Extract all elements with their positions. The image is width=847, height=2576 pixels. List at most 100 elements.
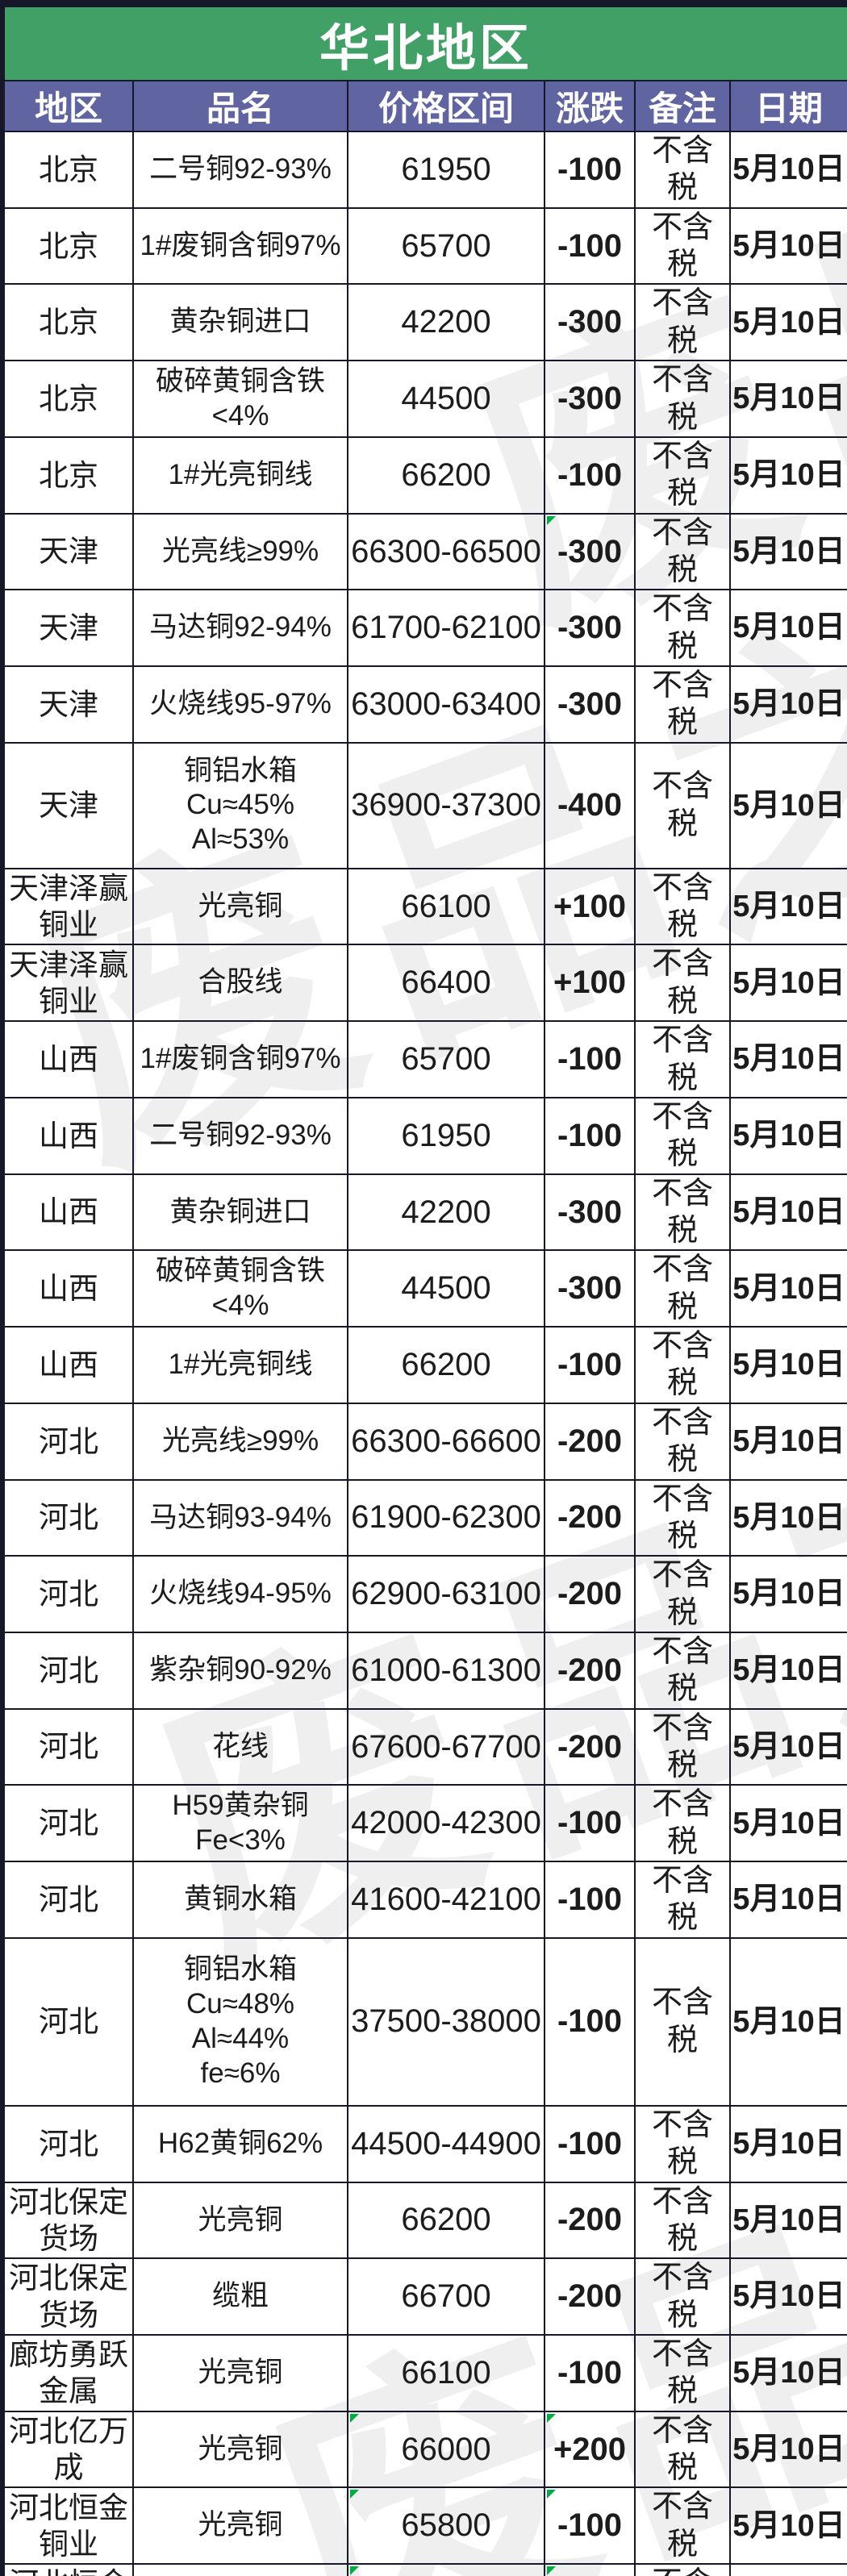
cell-change: -300 bbox=[544, 1173, 636, 1252]
cell-note: 不含税 bbox=[634, 2257, 731, 2336]
cell-product: 二号铜92-93% bbox=[132, 1096, 348, 1175]
table-row: 天津 火烧线95-97% 63000-63400 -300 不含税 5月10日 bbox=[3, 665, 847, 744]
cell-note: 不含税 bbox=[634, 436, 731, 515]
cell-change: -100 bbox=[544, 1936, 636, 2107]
cell-note: 不含税 bbox=[634, 2181, 731, 2260]
cell-region: 河北 bbox=[3, 2104, 134, 2183]
cell-product: 光亮铜 bbox=[132, 2333, 348, 2412]
cell-note: 不含税 bbox=[634, 2104, 731, 2183]
cell-date: 5月10日 bbox=[728, 2563, 847, 2576]
table-row: 天津 马达铜92-94% 61700-62100 -300 不含税 5月10日 bbox=[3, 589, 847, 668]
table-row: 河北 火烧线94-95% 62900-63100 -200 不含税 5月10日 bbox=[3, 1555, 847, 1633]
table-row: 山西 二号铜92-93% 61950 -100 不含税 5月10日 bbox=[3, 1096, 847, 1175]
column-header-change: 涨跌 bbox=[544, 80, 636, 132]
cell-date: 5月10日 bbox=[728, 2104, 847, 2183]
cell-date: 5月10日 bbox=[728, 2486, 847, 2566]
cell-change: +100 bbox=[544, 944, 636, 1023]
cell-date: 5月10日 bbox=[728, 2410, 847, 2489]
cell-region: 北京 bbox=[3, 360, 134, 438]
cell-region: 河北 bbox=[3, 1555, 134, 1633]
table-row: 河北保定 货场 光亮铜 66200 -200 不含税 5月10日 bbox=[3, 2181, 847, 2260]
cell-region: 天津泽赢 铜业 bbox=[3, 944, 134, 1023]
table-row: 河北 黄铜水箱 41600-42100 -100 不含税 5月10日 bbox=[3, 1861, 847, 1939]
cell-price: 66700 bbox=[347, 2257, 545, 2336]
cell-product: 破碎黄铜含铁 <4% bbox=[132, 1249, 348, 1328]
cell-note: 不含税 bbox=[634, 1249, 731, 1328]
cell-product: 光亮线≥99% bbox=[132, 1402, 348, 1481]
cell-date: 5月10日 bbox=[728, 2257, 847, 2336]
cell-price: 61900-62300 bbox=[347, 1478, 545, 1557]
cell-note: 不含税 bbox=[634, 131, 731, 209]
cell-region: 天津 bbox=[3, 589, 134, 668]
cell-change: -100 bbox=[544, 206, 636, 286]
cell-price: 65700 bbox=[347, 206, 545, 286]
cell-date: 5月10日 bbox=[728, 360, 847, 438]
cell-change: -100 bbox=[544, 2104, 636, 2183]
cell-region: 河北 bbox=[3, 1707, 134, 1786]
cell-date: 5月10日 bbox=[728, 1631, 847, 1710]
cell-note: 不含税 bbox=[634, 1020, 731, 1098]
cell-price: 66200 bbox=[347, 1326, 545, 1404]
cell-change: -300 bbox=[544, 283, 636, 362]
cell-product: 二号铜92-93% bbox=[132, 131, 348, 209]
cell-note: 不含税 bbox=[634, 2333, 731, 2412]
cell-price: 66100 bbox=[347, 867, 545, 946]
cell-note: 不含税 bbox=[634, 1707, 731, 1786]
cell-product: 光亮铜 bbox=[132, 867, 348, 946]
table-row: 河北保定 货场 缆粗 66700 -200 不含税 5月10日 bbox=[3, 2257, 847, 2336]
cell-product: 光亮铜 bbox=[132, 2410, 348, 2489]
column-header-date: 日期 bbox=[728, 80, 847, 132]
cell-price: 42200 bbox=[347, 1173, 545, 1252]
cell-change: -300 bbox=[544, 1249, 636, 1328]
cell-date: 5月10日 bbox=[728, 589, 847, 668]
cell-date: 5月10日 bbox=[728, 512, 847, 591]
cell-date: 5月10日 bbox=[728, 206, 847, 286]
cell-price: 36900-37300 bbox=[347, 741, 545, 869]
title-row: 华北地区 bbox=[3, 6, 847, 81]
table-body: 北京 二号铜92-93% 61950 -100 不含税 5月10日 北京 1#废铜含铜97% 6… bbox=[3, 131, 847, 2576]
cell-date: 5月10日 bbox=[728, 867, 847, 946]
table-row: 河北 铜铝水箱 Cu≈48% Al≈44% fe≈6% 37500-38000 -10… bbox=[3, 1936, 847, 2107]
cell-region: 北京 bbox=[3, 206, 134, 286]
table-row: 北京 破碎黄铜含铁 <4% 44500 -300 不含税 5月10日 bbox=[3, 360, 847, 438]
cell-price: 42200 bbox=[347, 283, 545, 362]
cell-change: -300 bbox=[544, 589, 636, 668]
cell-region: 山西 bbox=[3, 1020, 134, 1098]
cell-product: 合股线 bbox=[132, 944, 348, 1023]
cell-product: 火烧线95-97% bbox=[132, 665, 348, 744]
cell-price: 44500 bbox=[347, 1249, 545, 1328]
cell-date: 5月10日 bbox=[728, 283, 847, 362]
cell-region: 河北 bbox=[3, 1861, 134, 1939]
cell-date: 5月10日 bbox=[728, 1402, 847, 1481]
cell-change: -300 bbox=[544, 665, 636, 744]
cell-note: 不含税 bbox=[634, 2410, 731, 2489]
cell-change: -100 bbox=[544, 1096, 636, 1175]
column-header-price: 价格区间 bbox=[347, 80, 545, 132]
table-row: 天津泽赢 铜业 合股线 66400 +100 不含税 5月10日 bbox=[3, 944, 847, 1023]
cell-region: 山西 bbox=[3, 1173, 134, 1252]
cell-change: +100 bbox=[544, 867, 636, 946]
cell-date: 5月10日 bbox=[728, 1020, 847, 1098]
cell-product: 铜铝水箱 Cu≈45% Al≈53% bbox=[132, 741, 348, 869]
table-row: 北京 1#废铜含铜97% 65700 -100 不含税 5月10日 bbox=[3, 206, 847, 286]
cell-date: 5月10日 bbox=[728, 944, 847, 1023]
cell-region: 河北 bbox=[3, 1631, 134, 1710]
cell-price: 66000 bbox=[347, 2410, 545, 2489]
cell-price: 37500-38000 bbox=[347, 1936, 545, 2107]
cell-product: 黄杂铜进口 bbox=[132, 1173, 348, 1252]
cell-product: 1#废铜含铜97% bbox=[132, 206, 348, 286]
cell-change: -400 bbox=[544, 741, 636, 869]
cell-product: 光亮线≥99% bbox=[132, 512, 348, 591]
cell-change: -200 bbox=[544, 1707, 636, 1786]
cell-change: -200 bbox=[544, 2181, 636, 2260]
cell-date: 5月10日 bbox=[728, 1555, 847, 1633]
cell-price: 66300-66500 bbox=[347, 512, 545, 591]
cell-region: 河北 bbox=[3, 1784, 134, 1863]
cell-price: 65800 bbox=[347, 2486, 545, 2566]
cell-price: 66100 bbox=[347, 2333, 545, 2412]
cell-date: 5月10日 bbox=[728, 1784, 847, 1863]
table-row: 河北 紫杂铜90-92% 61000-61300 -200 不含税 5月10日 bbox=[3, 1631, 847, 1710]
cell-note: 不含税 bbox=[634, 741, 731, 869]
cell-product: H62黄铜62% bbox=[132, 2104, 348, 2183]
